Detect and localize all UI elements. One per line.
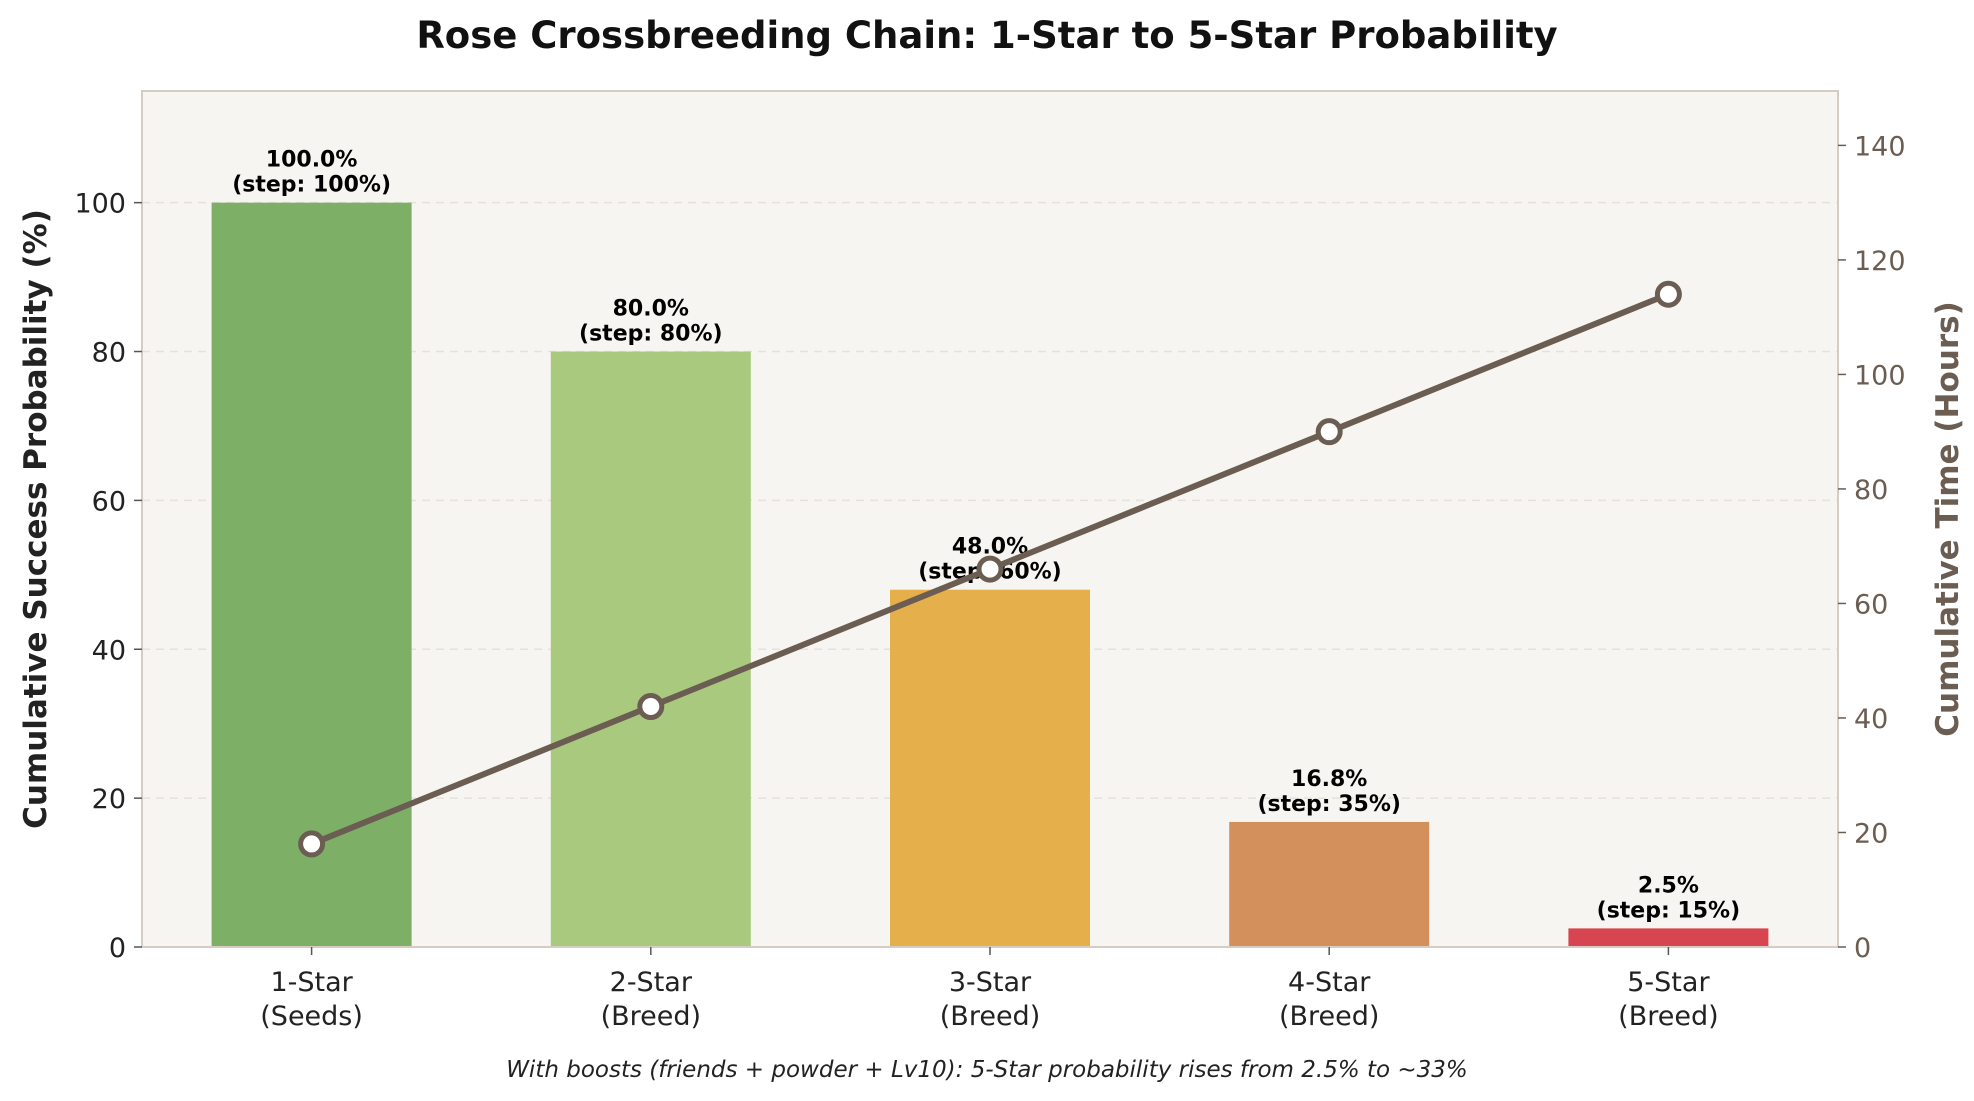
y2-tick-label: 100 xyxy=(1854,360,1906,391)
y2-tick-label: 20 xyxy=(1854,818,1888,849)
time-marker xyxy=(1315,418,1343,446)
y2-tick-label: 0 xyxy=(1854,933,1871,964)
y2-tick-label: 60 xyxy=(1854,589,1888,620)
bar-3 xyxy=(890,589,1090,947)
time-marker xyxy=(637,693,665,721)
y-tick-label: 20 xyxy=(92,784,126,815)
x-tick-label: 3-Star xyxy=(949,967,1032,998)
x-tick-label: 2-Star xyxy=(610,967,693,998)
y-tick-label: 100 xyxy=(74,189,126,220)
bar-step-label: (step: 100%) xyxy=(232,173,391,198)
time-marker xyxy=(298,830,326,858)
bar-step-label: (step: 80%) xyxy=(579,322,723,347)
y2-axis-label: Cumulative Time (Hours) xyxy=(1930,301,1966,736)
bar-value-label: 16.8% xyxy=(1291,767,1367,792)
chart-title: Rose Crossbreeding Chain: 1-Star to 5-St… xyxy=(416,14,1557,57)
bar-value-label: 48.0% xyxy=(952,535,1028,560)
footnote: With boosts (friends + powder + Lv10): 5… xyxy=(506,1057,1468,1083)
y2-tick-label: 140 xyxy=(1854,131,1906,162)
y-tick-label: 0 xyxy=(109,933,126,964)
bar-4 xyxy=(1229,821,1430,947)
bar-5 xyxy=(1568,928,1769,947)
y-tick-label: 80 xyxy=(92,338,126,369)
x-tick-label: 4-Star xyxy=(1288,967,1371,998)
bar-value-label: 80.0% xyxy=(613,297,689,322)
time-marker xyxy=(976,555,1004,583)
bar-value-label: 100.0% xyxy=(266,148,358,173)
y2-tick-label: 120 xyxy=(1854,246,1906,277)
y2-tick-label: 80 xyxy=(1854,475,1888,506)
x-tick-sublabel: (Breed) xyxy=(601,1001,701,1032)
y-tick-label: 40 xyxy=(92,635,126,666)
y2-tick-label: 40 xyxy=(1854,704,1888,735)
bar-1 xyxy=(211,202,412,948)
time-marker xyxy=(1654,280,1682,308)
x-tick-sublabel: (Breed) xyxy=(1279,1001,1379,1032)
bar-2 xyxy=(550,351,751,947)
bar-step-label: (step: 15%) xyxy=(1597,898,1741,923)
x-tick-sublabel: (Breed) xyxy=(1618,1001,1718,1032)
bar-step-label: (step: 35%) xyxy=(1257,792,1401,817)
x-tick-label: 5-Star xyxy=(1627,967,1710,998)
y-tick-label: 60 xyxy=(92,486,126,517)
x-tick-sublabel: (Seeds) xyxy=(260,1001,363,1032)
y-axis-label: Cumulative Success Probability (%) xyxy=(18,209,54,829)
x-tick-sublabel: (Breed) xyxy=(940,1001,1040,1032)
x-tick-label: 1-Star xyxy=(270,967,353,998)
bar-value-label: 2.5% xyxy=(1638,873,1699,898)
